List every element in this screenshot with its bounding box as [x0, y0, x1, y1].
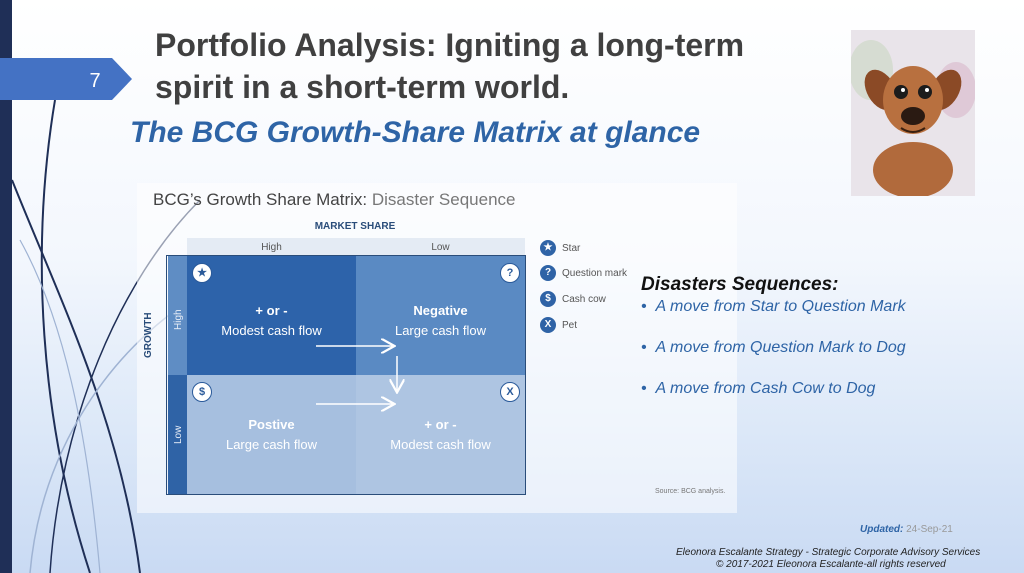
quadrant-cashcow-subtitle: Large cash flow	[225, 437, 318, 452]
updated-note: Updated: 24-Sep-21	[860, 524, 953, 535]
pet-icon: X	[500, 382, 520, 402]
quadrant-question-subtitle: Large cash flow	[394, 323, 487, 338]
disasters-heading: Disasters Sequences:	[641, 274, 839, 295]
decorative-curves	[11, 99, 200, 573]
disaster-item-text: A move from Cash Cow to Dog	[655, 380, 876, 397]
question-mark-icon: ?	[500, 263, 520, 283]
disaster-item-text: A move from Question Mark to Dog	[655, 339, 906, 356]
updated-date: 24-Sep-21	[906, 524, 953, 535]
slide-subtitle: The BCG Growth-Share Matrix at glance	[130, 116, 701, 149]
slide-number-tab	[0, 58, 132, 100]
source-note: Source: BCG analysis.	[655, 488, 726, 495]
row-bar-low	[168, 375, 187, 494]
matrix-outline	[166, 255, 526, 495]
matrix-title-light: Disaster Sequence	[371, 190, 516, 209]
column-header-high: High	[187, 238, 356, 256]
slide-number: 7	[89, 70, 101, 92]
column-header-low: Low	[356, 238, 525, 256]
legend-star-icon: ★	[540, 240, 556, 256]
matrix-title-main: BCG’s Growth Share Matrix:	[153, 190, 372, 209]
quadrant-question-mark: ? Negative Large cash flow	[356, 256, 525, 375]
row-bar-high	[168, 256, 187, 375]
quadrant-question-title: Negative	[413, 303, 468, 318]
quadrant-star: ★ + or - Modest cash flow	[187, 256, 356, 375]
disaster-item-text: A move from Star to Question Mark	[655, 298, 906, 315]
quadrant-star-title: + or -	[255, 303, 288, 318]
updated-label: Updated:	[860, 524, 904, 535]
quadrant-pet-title: + or -	[424, 417, 457, 432]
legend-question-mark-label: Question mark	[562, 268, 628, 279]
cash-cow-icon: $	[192, 382, 212, 402]
quadrant-cash-cow: $ Postive Large cash flow	[187, 375, 356, 494]
quadrant-cashcow-title: Postive	[248, 417, 295, 432]
slide-title: Portfolio Analysis: Igniting a long-term…	[155, 27, 745, 105]
legend-cash-cow-icon: $	[540, 291, 556, 307]
quadrant-star-subtitle: Modest cash flow	[221, 323, 322, 338]
x-axis-label: MARKET SHARE	[314, 221, 396, 232]
legend-pet-icon: X	[540, 317, 556, 333]
matrix-title: BCG’s Growth Share Matrix: Disaster Sequ…	[153, 190, 516, 210]
disaster-item: • A move from Star to Question Mark	[641, 298, 906, 315]
quadrant-pet: X + or - Modest cash flow	[356, 375, 525, 494]
footer-company: Eleonora Escalante Strategy - Strategic …	[676, 547, 981, 558]
legend-cash-cow-label: Cash cow	[562, 294, 606, 305]
dog-illustration	[851, 30, 975, 196]
legend-pet-label: Pet	[562, 320, 578, 331]
legend-star-label: Star	[562, 243, 581, 254]
star-icon: ★	[192, 263, 212, 283]
disaster-item: • A move from Cash Cow to Dog	[641, 380, 876, 397]
disaster-item: • A move from Question Mark to Dog	[641, 339, 906, 356]
quadrant-pet-subtitle: Modest cash flow	[390, 437, 491, 452]
footer-copyright: © 2017-2021 Eleonora Escalante-all right…	[716, 559, 946, 570]
left-accent-bar	[0, 0, 12, 573]
legend-question-mark-icon: ?	[540, 265, 556, 281]
